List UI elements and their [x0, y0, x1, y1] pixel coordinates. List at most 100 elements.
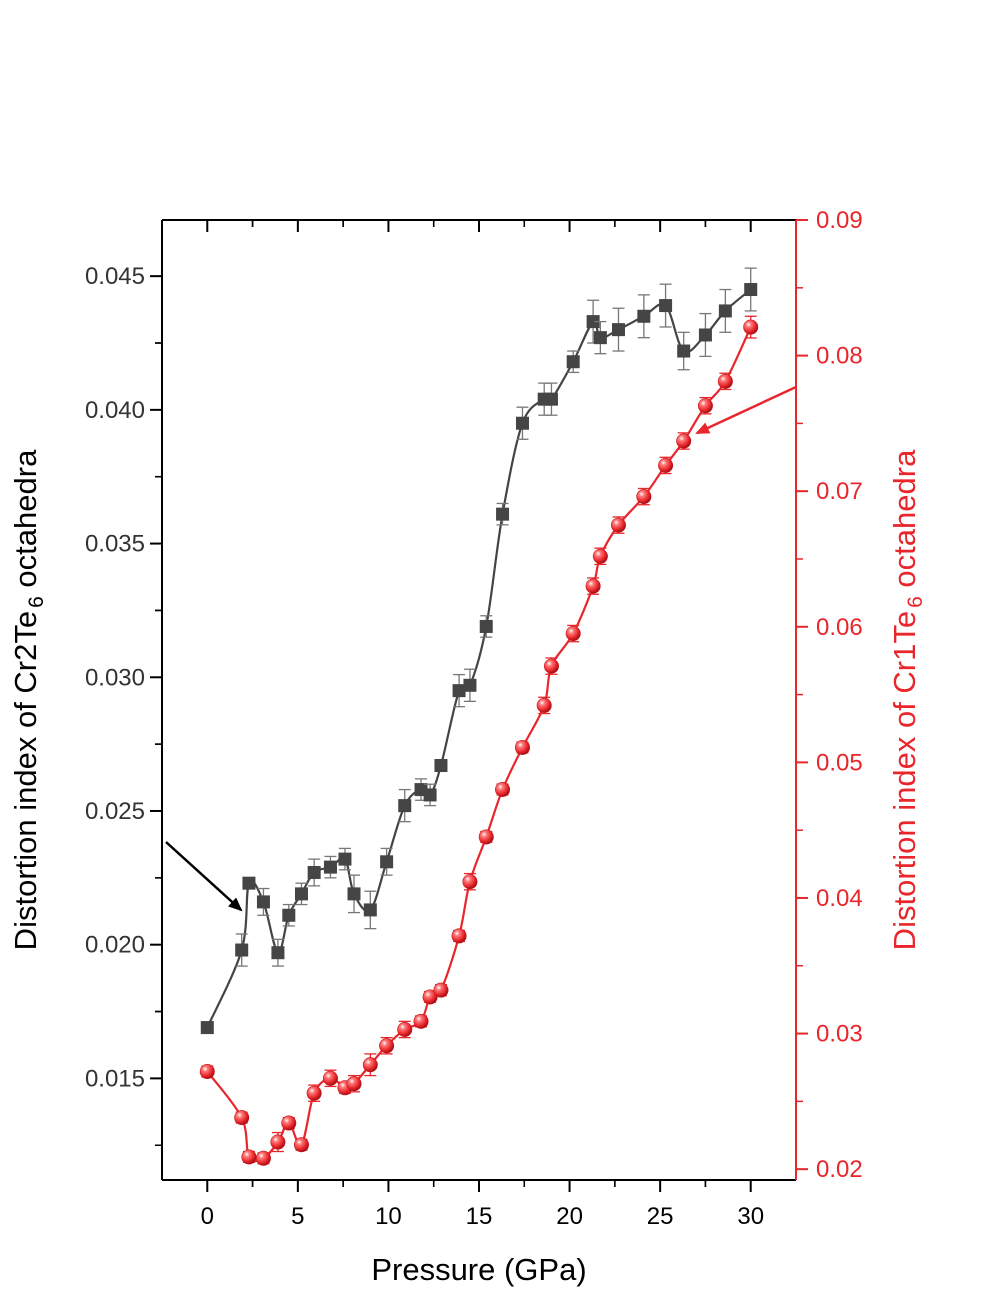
- data-point-sphere: [565, 626, 581, 642]
- data-point-sphere: [478, 829, 494, 845]
- data-point-square: [338, 852, 352, 866]
- left-y-tick-label: 0.035: [85, 531, 145, 558]
- x-axis-ticks: 0 5 10 15 20 25 30: [201, 220, 764, 1230]
- data-point-sphere: [592, 548, 608, 564]
- data-point-square: [637, 309, 651, 323]
- x-tick-label: 5: [291, 1203, 304, 1230]
- data-point-sphere: [536, 697, 552, 713]
- x-axis-title: Pressure (GPa): [371, 1252, 586, 1287]
- x-tick-label: 0: [201, 1203, 214, 1230]
- right-y-tick-label: 0.05: [816, 749, 863, 776]
- cr1te6-line: [206, 326, 752, 1163]
- right-y-axis-title: Distortion index of Cr1Te 6 octahedra: [887, 449, 927, 950]
- data-point-sphere: [293, 1137, 309, 1153]
- right-y-tick-label: 0.03: [816, 1021, 863, 1048]
- data-point-square: [744, 283, 758, 297]
- right-y-title-end: octahedra: [887, 449, 922, 596]
- data-point-square: [256, 895, 270, 909]
- data-point-square: [463, 678, 477, 692]
- data-point-square: [586, 315, 600, 329]
- data-point-square: [242, 876, 256, 890]
- data-point-sphere: [514, 739, 530, 755]
- right-y-tick-label: 0.02: [816, 1156, 863, 1183]
- data-point-square: [398, 799, 412, 813]
- data-point-sphere: [306, 1085, 322, 1101]
- data-point-sphere: [270, 1134, 286, 1150]
- data-point-square: [611, 323, 625, 337]
- data-point-square: [200, 1021, 214, 1035]
- x-tick-label: 10: [375, 1203, 402, 1230]
- data-point-square: [515, 416, 529, 430]
- left-y-axis-title: Distortion index of Cr2Te 6 octahedra: [8, 449, 48, 950]
- data-point-sphere: [322, 1070, 338, 1086]
- data-point-sphere: [397, 1021, 413, 1037]
- data-point-sphere: [451, 928, 467, 944]
- left-y-axis-ticks: 0.015 0.020 0.025 0.030 0.035 0.040 0.045: [85, 263, 162, 1146]
- plot-frame: [161, 219, 797, 1181]
- data-point-sphere: [495, 781, 511, 797]
- data-point-sphere: [658, 457, 674, 473]
- data-point-sphere: [610, 517, 626, 533]
- right-y-tick-label: 0.09: [816, 207, 863, 234]
- data-point-square: [380, 855, 394, 869]
- right-y-tick-label: 0.08: [816, 343, 863, 370]
- data-point-square: [479, 619, 493, 633]
- data-point-sphere: [346, 1076, 362, 1092]
- right-y-tick-label: 0.04: [816, 885, 863, 912]
- left-y-tick-label: 0.020: [85, 932, 145, 959]
- left-y-tick-label: 0.045: [85, 263, 145, 290]
- data-point-square: [434, 759, 448, 773]
- data-point-square: [423, 788, 437, 802]
- data-point-square: [677, 344, 691, 358]
- data-point-square: [307, 865, 321, 879]
- data-point-square: [544, 392, 558, 406]
- data-point-square: [718, 304, 732, 318]
- series-cr1te6: [199, 315, 759, 1166]
- left-y-tick-label: 0.015: [85, 1065, 145, 1092]
- data-point-sphere: [422, 989, 438, 1005]
- data-point-sphere: [379, 1038, 395, 1054]
- data-point-square: [347, 887, 361, 901]
- right-y-tick-label: 0.07: [816, 478, 863, 505]
- data-point-square: [271, 946, 285, 960]
- data-point-sphere: [462, 874, 478, 890]
- series-cr2te6: [200, 267, 758, 1035]
- right-y-axis-ticks: 0.02 0.03 0.04 0.05 0.06 0.07 0.08 0.09: [796, 207, 863, 1183]
- data-point-sphere: [676, 433, 692, 449]
- left-y-tick-label: 0.040: [85, 397, 145, 424]
- data-point-sphere: [281, 1115, 297, 1131]
- data-point-sphere: [362, 1057, 378, 1073]
- data-point-square: [235, 943, 249, 957]
- data-point-sphere: [743, 319, 759, 335]
- right-y-tick-label: 0.06: [816, 614, 863, 641]
- data-point-sphere: [413, 1013, 429, 1029]
- data-point-square: [659, 299, 673, 313]
- right-y-title-subscript: 6: [904, 596, 927, 608]
- data-point-sphere: [241, 1149, 257, 1165]
- data-point-square: [496, 507, 510, 521]
- left-y-title-subscript: 6: [25, 596, 48, 608]
- x-tick-label: 20: [556, 1203, 583, 1230]
- left-y-title-end: octahedra: [8, 449, 43, 596]
- data-point-sphere: [717, 373, 733, 389]
- data-point-sphere: [255, 1150, 271, 1166]
- left-y-title-main: Distortion index of Cr2Te: [8, 611, 43, 950]
- x-tick-label: 25: [647, 1203, 674, 1230]
- left-y-tick-label: 0.025: [85, 798, 145, 825]
- data-point-sphere: [697, 398, 713, 414]
- right-y-title-main: Distortion index of Cr1Te: [887, 611, 922, 950]
- data-point-square: [323, 860, 337, 874]
- data-point-square: [294, 887, 308, 901]
- data-point-sphere: [585, 578, 601, 594]
- data-point-square: [566, 355, 580, 369]
- data-point-sphere: [433, 982, 449, 998]
- data-point-square: [363, 903, 377, 917]
- left-y-tick-label: 0.030: [85, 664, 145, 691]
- data-point-square: [698, 328, 712, 342]
- x-tick-label: 30: [737, 1203, 764, 1230]
- data-point-square: [452, 684, 466, 698]
- data-point-square: [282, 908, 296, 922]
- data-point-sphere: [199, 1064, 215, 1080]
- annotation-arrow-red: [695, 385, 797, 435]
